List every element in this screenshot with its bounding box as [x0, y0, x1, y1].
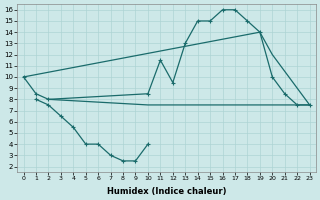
X-axis label: Humidex (Indice chaleur): Humidex (Indice chaleur)	[107, 187, 226, 196]
